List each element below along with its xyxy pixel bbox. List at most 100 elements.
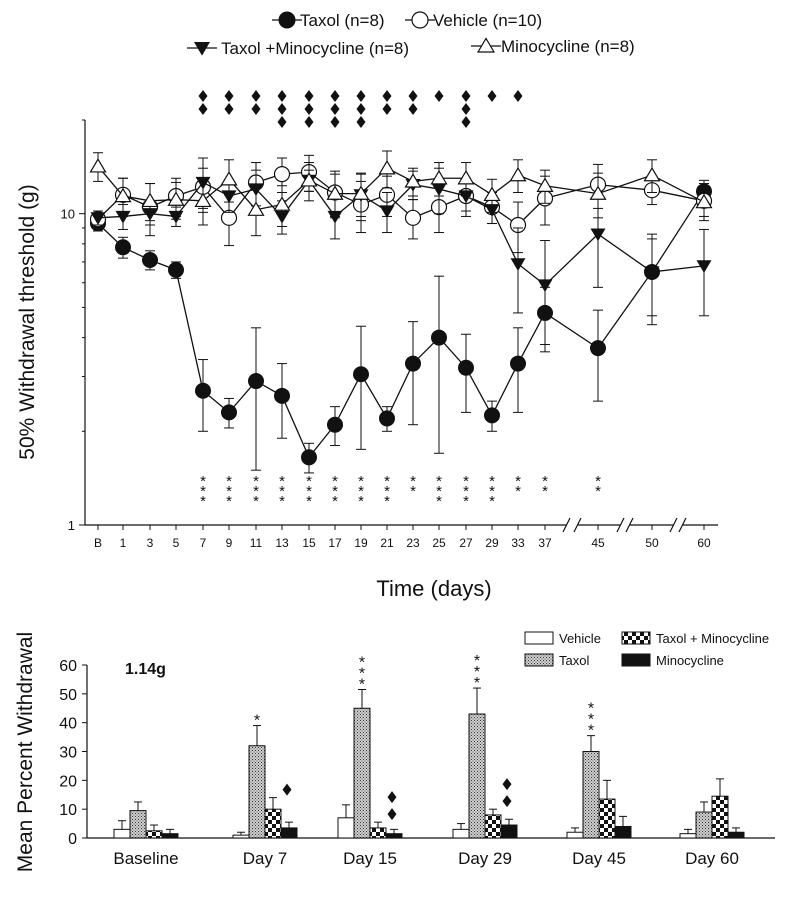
data-point: [353, 366, 369, 383]
significance-asterisk: *: [254, 713, 260, 730]
significance-asterisk: *: [474, 675, 480, 692]
legend-label: Minocycline (n=8): [501, 37, 635, 56]
significance-diamond: [330, 116, 340, 128]
legend-label: Taxol (n=8): [300, 11, 385, 30]
x-tick-label: 25: [432, 536, 446, 550]
legend-swatch: [621, 631, 651, 645]
bar-series: [113, 804, 697, 839]
data-point: [404, 173, 422, 188]
data-point: [90, 212, 106, 225]
data-point: [327, 416, 343, 433]
significance-diamond: [304, 116, 314, 128]
significance-asterisk: *: [253, 473, 259, 490]
legend-swatch: [621, 653, 651, 667]
data-point: [273, 166, 291, 183]
significance-diamond: [356, 103, 366, 115]
significance-diamond: [277, 116, 287, 128]
y-tick-label: 40: [59, 716, 77, 733]
significance-asterisk: *: [358, 483, 364, 500]
bar: [468, 713, 486, 839]
x-tick-label: 29: [485, 536, 499, 550]
significance-asterisk: *: [359, 666, 365, 683]
x-tick-label: Day 15: [343, 849, 397, 868]
significance-diamond: [330, 103, 340, 115]
legend-label: Taxol: [559, 653, 589, 668]
bar: [280, 827, 298, 839]
significance-diamond: [487, 90, 497, 102]
significance-diamond: [304, 103, 314, 115]
legend-label: Vehicle: [559, 631, 601, 646]
significance-asterisk: *: [588, 712, 594, 729]
significance-diamond: [461, 103, 471, 115]
significance-asterisk: *: [358, 493, 364, 510]
legend-marker: [278, 11, 296, 29]
significance-asterisk: *: [226, 493, 232, 510]
significance-asterisk: *: [384, 493, 390, 510]
data-point: [352, 185, 370, 200]
bar: [727, 831, 745, 839]
y-tick-label: 10: [61, 207, 75, 222]
x-tick-label: Day 7: [243, 849, 287, 868]
data-point: [458, 190, 474, 204]
significance-asterisk: *: [358, 473, 364, 490]
bar: [248, 745, 266, 839]
significance-asterisk: *: [226, 483, 232, 500]
bar: [500, 824, 518, 839]
legend-label: Vehicle (n=10): [433, 11, 542, 30]
axes: 0 10 20 30 40 50 60 Baseline Day 7 Day 15 Day 29 Da…: [14, 632, 775, 872]
significance-asterisk: *: [436, 473, 442, 490]
significance-asterisk: *: [306, 493, 312, 510]
significance-asterisk: *: [436, 483, 442, 500]
bar: [337, 817, 355, 839]
data-point: [483, 186, 501, 202]
significance-asterisk: *: [474, 653, 480, 670]
series-line: [97, 179, 705, 286]
x-tick-label: B: [94, 536, 102, 550]
x-tick-label: 23: [406, 536, 420, 550]
data-point: [141, 192, 159, 208]
data-point: [326, 185, 344, 200]
legend-marker: [411, 11, 429, 29]
significance-asterisk: *: [306, 473, 312, 490]
significance-asterisk: *: [515, 473, 521, 490]
significance-asterisk: *: [200, 493, 206, 510]
annotation-label: 1.14g: [125, 661, 166, 678]
legend-swatch: [524, 653, 554, 667]
significance-asterisk: *: [489, 493, 495, 510]
data-point: [537, 279, 553, 293]
significance-asterisk: *: [359, 677, 365, 694]
data-point: [696, 260, 712, 273]
series-line: [97, 190, 705, 459]
significance-asterisk: *: [542, 483, 548, 500]
bar: [614, 825, 632, 839]
bar: [369, 827, 387, 839]
legend-label: Taxol +Minocycline (n=8): [221, 39, 409, 58]
data-point: [378, 159, 396, 175]
x-tick-label: 19: [354, 536, 368, 550]
x-tick-label: 9: [226, 536, 233, 550]
bar: [679, 833, 697, 839]
data-point: [643, 166, 661, 182]
significance-asterisk: *: [306, 483, 312, 500]
significance-asterisk: *: [226, 473, 232, 490]
significance-asterisk: *: [200, 483, 206, 500]
data-point: [248, 373, 264, 390]
bar: [695, 811, 713, 839]
significance-asterisk: *: [410, 473, 416, 490]
significance-asterisk: *: [200, 473, 206, 490]
data-point: [590, 340, 606, 357]
bar-chart: 0 10 20 30 40 50 60 Baseline Day 7 Day 15 Day 29 Da…: [14, 631, 775, 872]
significance-asterisk: *: [384, 473, 390, 490]
legend-swatch: [524, 631, 554, 645]
significance-asterisk: *: [463, 493, 469, 510]
significance-diamond: [382, 103, 392, 115]
data-point: [115, 239, 131, 256]
legend: Vehicle Taxol Taxol + Minocycline Minocycli…: [524, 631, 769, 668]
data-point: [273, 196, 291, 211]
significance-asterisk: *: [595, 483, 601, 500]
significance-diamond: [251, 90, 261, 102]
legend-label: Taxol + Minocycline: [656, 631, 769, 646]
data-point: [510, 258, 526, 271]
bar: [129, 810, 147, 839]
